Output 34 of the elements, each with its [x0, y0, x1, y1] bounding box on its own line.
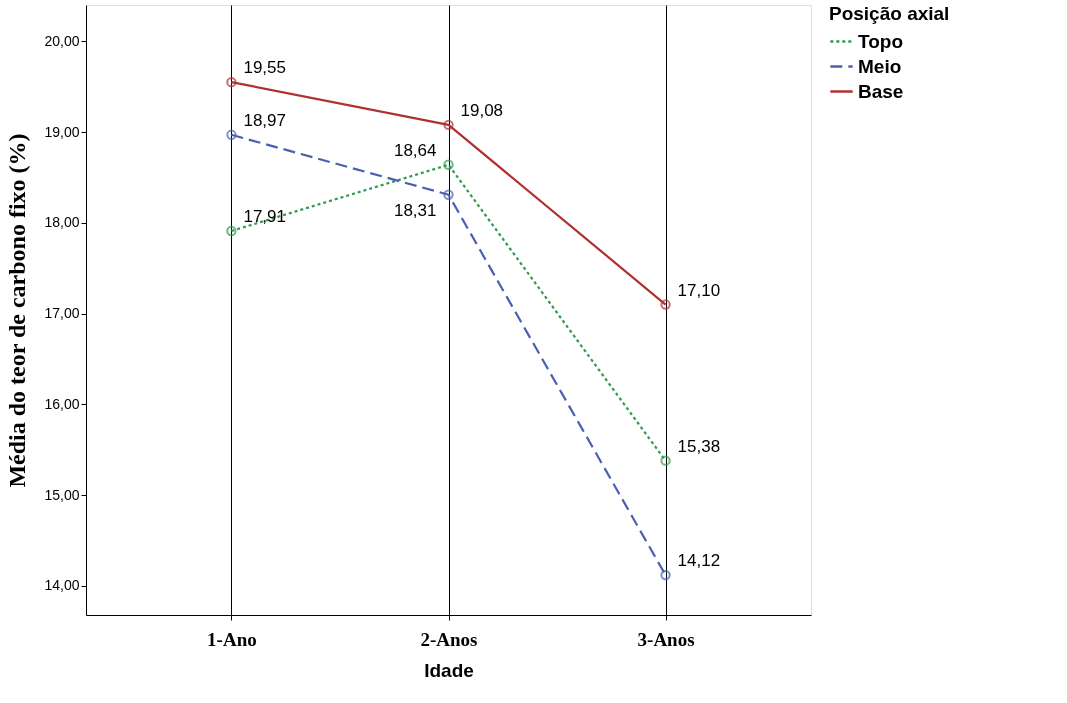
point: [226, 129, 237, 140]
y-tick-label: 17,00: [44, 305, 80, 322]
data-label: 18,31: [393, 200, 437, 220]
data-label: 14,12: [677, 551, 721, 571]
point: [660, 455, 671, 466]
data-label: 18,97: [243, 110, 286, 130]
data-label: 15,38: [677, 436, 721, 456]
y-tick-label: 14,00: [44, 577, 80, 594]
data-label: 17,10: [677, 280, 721, 300]
y-tick-label: 15,00: [44, 486, 80, 503]
x-tick-label: 1-Ano: [207, 628, 257, 650]
point: [660, 299, 671, 310]
legend-label: Meio: [858, 55, 902, 77]
y-tick-label: 20,00: [44, 32, 80, 49]
y-axis-title: Média do teor de carbono fixo (%): [4, 133, 31, 488]
legend-label: Base: [858, 80, 904, 102]
point: [443, 159, 454, 170]
legend-title: Posição axial: [829, 3, 950, 24]
y-tick-label: 18,00: [44, 214, 80, 231]
data-label: 17,91: [243, 207, 286, 227]
point: [443, 119, 454, 130]
x-axis-title: Idade: [424, 659, 474, 681]
data-label: 19,08: [460, 100, 504, 120]
x-tick-label: 2-Anos: [420, 628, 478, 650]
point: [226, 225, 237, 237]
point: [226, 76, 237, 88]
legend-label: Topo: [858, 30, 904, 52]
data-label: 19,55: [243, 58, 286, 78]
point: [660, 569, 671, 581]
x-tick-label: 3-Anos: [637, 628, 695, 650]
y-tick-label: 16,00: [44, 395, 80, 412]
point: [443, 189, 454, 200]
data-label: 18,64: [393, 140, 437, 160]
y-tick-label: 19,00: [44, 123, 80, 140]
